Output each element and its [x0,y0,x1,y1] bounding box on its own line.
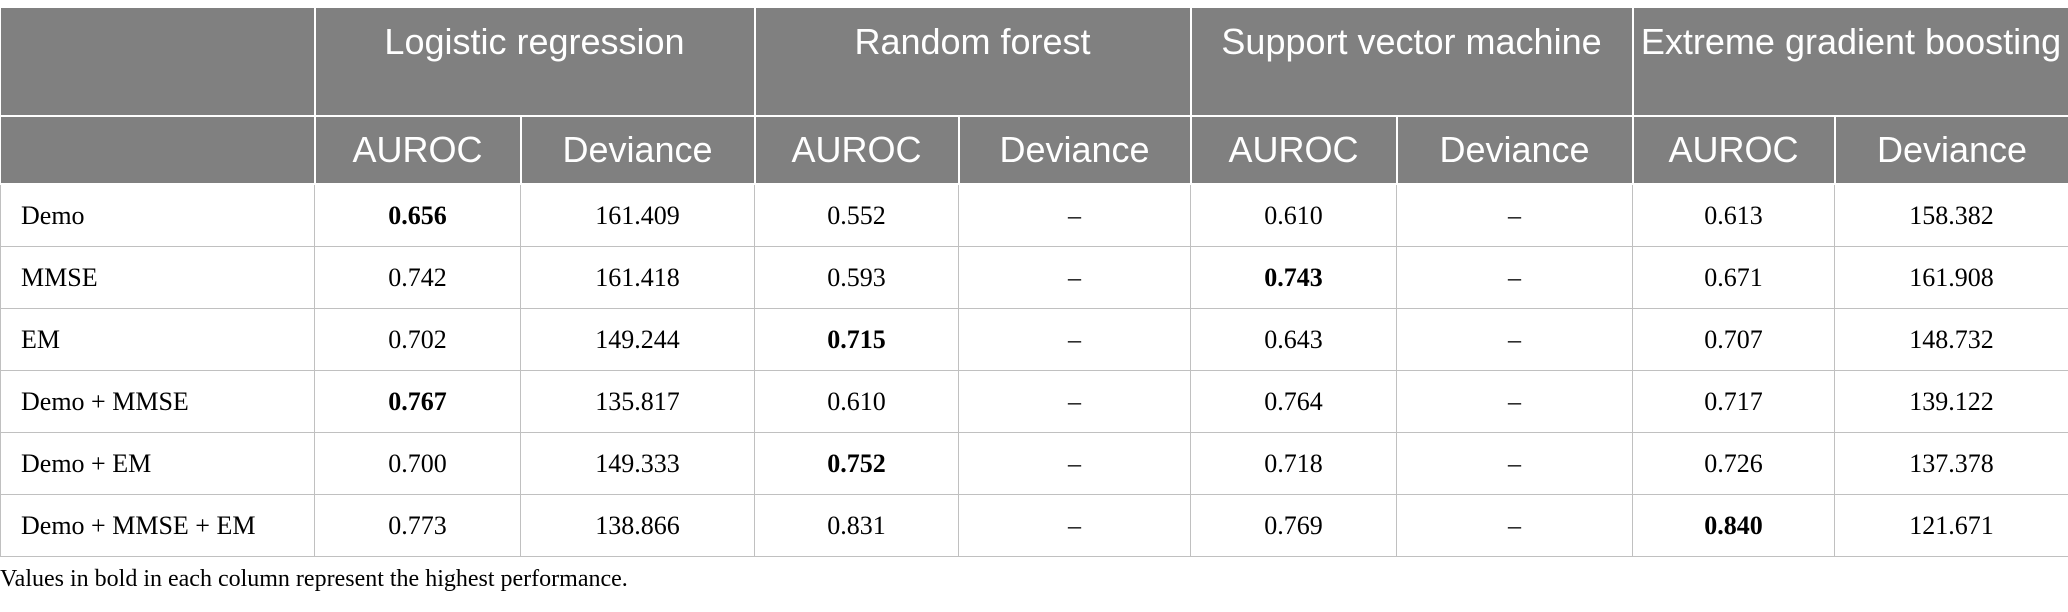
table-cell: – [1396,432,1634,495]
table-cell: 0.773 [314,494,521,557]
table-cell: 148.732 [1834,308,2068,371]
table-footnote: Values in bold in each column represent … [0,566,628,592]
row-label: MMSE [0,246,315,309]
table-cell: – [957,246,1192,309]
table-cell: 0.702 [314,308,521,371]
table-cell: 0.613 [1632,184,1836,247]
table-row: Demo + EM 0.700 149.333 0.752–0.718–0.726 13… [0,432,2068,495]
metric-header: AUROC [754,116,960,185]
metric-header: Deviance [1834,116,2068,185]
model-header-logistic-regression: Logistic regression [314,8,756,117]
metric-header: Deviance [1396,116,1634,185]
table-row: Demo + MMSE + EM 0.773 138.866 0.831–0.769–… [0,494,2068,557]
table-cell: 0.743 [1190,246,1398,309]
metric-header: AUROC [1190,116,1398,185]
model-header-row: Logistic regression Random forest Suppor… [0,8,2068,117]
table-cell: 149.244 [520,308,755,371]
row-label: Demo + EM [0,432,315,495]
table-cell: – [957,494,1192,557]
table-cell: 0.742 [314,246,521,309]
metric-header: AUROC [314,116,522,185]
table-cell: 0.769 [1190,494,1398,557]
row-label: Demo + MMSE + EM [0,494,315,557]
table-cell: – [1396,494,1634,557]
table-cell: 161.409 [520,184,755,247]
table-cell: 0.715 [754,308,959,371]
table-cell: 138.866 [520,494,755,557]
table-cell: 0.552 [754,184,959,247]
table-cell: 0.707 [1632,308,1836,371]
model-header-support-vector-machine: Support vector machine [1190,8,1634,117]
table-cell: 0.718 [1190,432,1398,495]
model-header-random-forest: Random forest [754,8,1192,117]
table-cell: 135.817 [520,370,755,433]
table-cell: 0.700 [314,432,521,495]
results-table-container: Logistic regression Random forest Suppor… [0,8,2068,557]
table-cell: 161.418 [520,246,755,309]
model-header-extreme-gradient-boosting: Extreme gradient boosting [1632,8,2068,117]
table-cell: 158.382 [1834,184,2068,247]
table-cell: 0.610 [754,370,959,433]
table-row: EM 0.702 149.244 0.715–0.643–0.707 148.732 [0,308,2068,371]
table-cell: – [957,370,1192,433]
table-cell: – [1396,184,1634,247]
table-row: MMSE 0.742 161.418 0.593–0.743–0.671 161.908 [0,246,2068,309]
table-cell: – [1396,308,1634,371]
table-cell: 0.610 [1190,184,1398,247]
table-cell: 139.122 [1834,370,2068,433]
table-cell: – [1396,246,1634,309]
table-cell: 121.671 [1834,494,2068,557]
table-cell: 0.593 [754,246,959,309]
table-cell: 0.656 [314,184,521,247]
table-cell: – [1396,370,1634,433]
table-cell: 0.767 [314,370,521,433]
table-cell: 161.908 [1834,246,2068,309]
table-body: Demo 0.656 161.409 0.552–0.610–0.613 158.382… [0,184,2068,557]
table-row: Demo + MMSE 0.767 135.817 0.610–0.764–0.717… [0,370,2068,433]
metric-header-row: AUROC Deviance AUROC Deviance AUROC Devi… [0,116,2068,185]
table-cell: 0.671 [1632,246,1836,309]
corner-header-lower [0,116,316,185]
table-cell: 0.726 [1632,432,1836,495]
row-label: EM [0,308,315,371]
metric-header: AUROC [1632,116,1836,185]
table-cell: – [957,184,1192,247]
table-cell: 137.378 [1834,432,2068,495]
table-cell: 0.643 [1190,308,1398,371]
row-label: Demo + MMSE [0,370,315,433]
row-label: Demo [0,184,315,247]
table-cell: 0.764 [1190,370,1398,433]
metric-header: Deviance [958,116,1192,185]
table-cell: – [957,432,1192,495]
table-cell: 149.333 [520,432,755,495]
corner-header [0,8,316,117]
table-cell: 0.717 [1632,370,1836,433]
table-cell: 0.752 [754,432,959,495]
results-table: Logistic regression Random forest Suppor… [0,8,2068,557]
table-cell: – [957,308,1192,371]
table-row: Demo 0.656 161.409 0.552–0.610–0.613 158.382 [0,184,2068,247]
table-cell: 0.840 [1632,494,1836,557]
metric-header: Deviance [520,116,756,185]
table-cell: 0.831 [754,494,959,557]
